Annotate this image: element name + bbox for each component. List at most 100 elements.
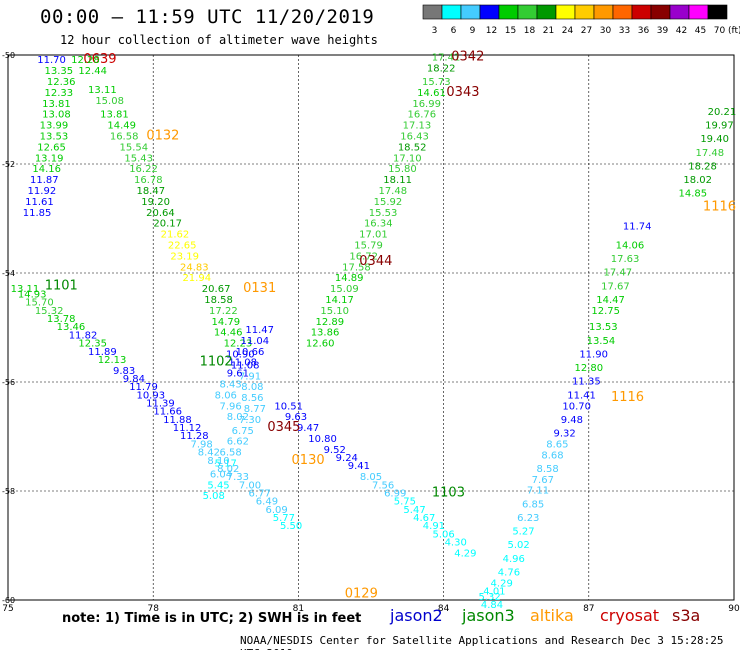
swh-value: 8.77 — [244, 404, 266, 415]
swh-value: 12.44 — [78, 66, 107, 77]
swh-value: 11.04 — [241, 336, 270, 347]
swh-value: 6.04 — [210, 469, 232, 480]
chart-subtitle: 12 hour collection of altimeter wave hei… — [60, 33, 378, 47]
swh-value: 14.49 — [107, 121, 136, 132]
color-scale-label: 30 — [600, 26, 612, 36]
swh-value: 8.42 — [198, 448, 220, 459]
swh-value: 6.23 — [517, 513, 539, 524]
swh-value: 17.67 — [601, 281, 630, 292]
swh-value: 10.93 — [136, 390, 165, 401]
swh-value: 6.85 — [522, 499, 544, 510]
swh-value: 16.22 — [129, 164, 158, 175]
pass-time-label: 1116 — [703, 199, 736, 214]
swh-value: 14.47 — [596, 295, 625, 306]
swh-value: 11.66 — [153, 407, 182, 418]
swh-value: 11.79 — [129, 382, 158, 393]
swh-value: 15.79 — [354, 240, 383, 251]
swh-value: 11.08 — [228, 358, 257, 369]
satellite-legend-jason2: jason2 — [390, 606, 443, 625]
swh-value: 6.62 — [227, 437, 249, 448]
swh-value: 12.75 — [591, 306, 620, 317]
swh-value: 14.46 — [214, 328, 243, 339]
swh-value: 8.43 — [220, 379, 242, 390]
swh-value: 14.93 — [18, 290, 47, 301]
swh-value: 7.91 — [239, 371, 261, 382]
color-scale-swatch — [707, 4, 728, 20]
swh-value: 8.58 — [537, 464, 559, 475]
swh-value: 17.58 — [342, 262, 371, 273]
swh-value: 8.56 — [241, 393, 263, 404]
swh-value: 15.54 — [120, 142, 149, 153]
swh-value: 4.01 — [483, 587, 505, 598]
swh-value: 12.23 — [224, 339, 253, 350]
swh-value: 4.91 — [423, 521, 445, 532]
color-scale-label: 42 — [676, 26, 687, 36]
swh-value: 17.47 — [604, 268, 633, 279]
swh-value: 17.48 — [378, 186, 407, 197]
swh-value: 19.20 — [141, 197, 170, 208]
swh-value: 20.64 — [146, 208, 175, 219]
color-scale-label: 45 — [695, 26, 706, 36]
swh-value: 11.82 — [69, 330, 98, 341]
satellite-legend-altika: altika — [530, 606, 574, 625]
swh-value: 12.13 — [98, 355, 127, 366]
color-scale-label: 9 — [470, 26, 476, 36]
satellite-legend-jason3: jason3 — [462, 606, 515, 625]
pass-time-label: 1103 — [432, 485, 465, 500]
swh-value: 5.08 — [203, 491, 225, 502]
swh-value: 8.10 — [207, 456, 229, 467]
swh-value: 18.28 — [688, 161, 717, 172]
swh-value: 4.29 — [491, 578, 513, 589]
swh-value: 12.33 — [44, 88, 73, 99]
pass-time-label: 0132 — [146, 128, 179, 143]
swh-value: 13.53 — [589, 322, 618, 333]
swh-value: 9.63 — [285, 412, 307, 423]
swh-value: 21.94 — [182, 273, 211, 284]
swh-value: 13.53 — [40, 131, 69, 142]
swh-value: 5.50 — [280, 521, 302, 532]
y-tick-label: -52 — [2, 160, 15, 169]
pass-time-label: 1101 — [45, 278, 78, 293]
swh-value: 5.77 — [273, 513, 295, 524]
x-tick-label: 81 — [293, 604, 304, 614]
swh-value: 6.75 — [232, 426, 254, 437]
swh-value: 14.85 — [679, 189, 708, 200]
swh-value: 10.80 — [308, 434, 337, 445]
swh-value: 19.40 — [700, 134, 729, 145]
swh-value: 7.96 — [220, 401, 242, 412]
swh-value: 10.70 — [562, 401, 591, 412]
color-scale-label: 39 — [657, 26, 669, 36]
swh-value: 17.13 — [403, 121, 432, 132]
pass-time-label: 1116 — [611, 390, 644, 405]
swh-value: 4.29 — [454, 548, 476, 559]
swh-value: 13.35 — [44, 66, 73, 77]
swh-value: 5.17 — [215, 458, 237, 469]
swh-value: 11.41 — [567, 390, 596, 401]
swh-value: 13.46 — [57, 322, 86, 333]
swh-value: 11.88 — [163, 415, 192, 426]
swh-value: 11.12 — [173, 423, 202, 434]
footer-credit: NOAA/NESDIS Center for Satellite Applica… — [240, 634, 724, 650]
swh-value: 11.70 — [37, 55, 66, 66]
swh-value: 9.24 — [336, 453, 358, 464]
swh-value: 13.19 — [35, 153, 64, 164]
color-scale-label: 21 — [543, 26, 554, 36]
swh-value: 15.53 — [369, 208, 398, 219]
pass-time-label: 1102 — [200, 355, 233, 370]
swh-value: 11.28 — [180, 431, 209, 442]
swh-value: 17.41 — [432, 52, 461, 63]
swh-value: 4.96 — [503, 554, 525, 565]
swh-value: 4.67 — [413, 513, 435, 524]
swh-value: 21.62 — [161, 230, 190, 241]
swh-value: 13.78 — [47, 314, 76, 325]
swh-value: 4.30 — [445, 538, 467, 549]
swh-value: 18.02 — [683, 175, 712, 186]
color-scale-label: 24 — [562, 26, 574, 36]
swh-value: 16.76 — [407, 110, 436, 121]
swh-value: 7.30 — [239, 415, 261, 426]
x-tick-label: 75 — [2, 604, 13, 614]
swh-value: 19.97 — [705, 121, 734, 132]
